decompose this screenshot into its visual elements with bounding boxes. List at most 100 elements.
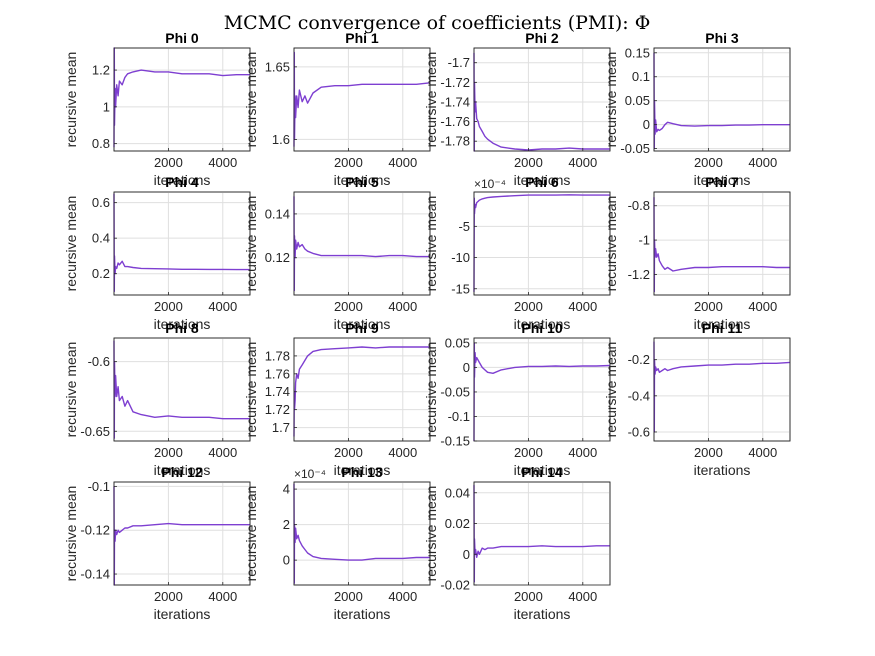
y-tick-label: 1.65 xyxy=(265,59,290,74)
series-line xyxy=(293,196,430,292)
y-tick-label: 0 xyxy=(643,117,650,132)
axes-box xyxy=(653,191,791,296)
y-tick-label: 1.74 xyxy=(265,384,290,399)
x-tick-label: 2000 xyxy=(334,299,363,314)
y-tick-label: -1.74 xyxy=(440,94,470,109)
subplot-2: 2000 4000 -1.7 -1.72 -1.74 -1.76 -1.78 Phi 2 ite… xyxy=(423,30,611,188)
x-axis-label: iterations xyxy=(154,172,211,188)
y-tick-label: -0.1 xyxy=(88,479,110,494)
x-axis-label: iterations xyxy=(334,606,391,622)
y-tick-label: 0.04 xyxy=(445,485,470,500)
axes-box xyxy=(293,47,431,152)
x-tick-label: 2000 xyxy=(154,299,183,314)
y-axis-label: recursive mean xyxy=(243,486,259,582)
x-axis-label: iterations xyxy=(334,316,391,332)
y-tick-label: 1.7 xyxy=(272,420,290,435)
y-tick-label: 0 xyxy=(463,547,470,562)
y-tick-label: -0.6 xyxy=(628,424,650,439)
y-tick-label: -10 xyxy=(451,250,470,265)
x-tick-label: 2000 xyxy=(694,445,723,460)
x-axis-label: iterations xyxy=(694,316,751,332)
plot-area xyxy=(113,481,251,586)
figure-suptitle: MCMC convergence of coefficients (PMI): … xyxy=(224,12,651,34)
series-line xyxy=(113,486,250,586)
x-tick-label: 4000 xyxy=(208,445,237,460)
y-tick-label: -1 xyxy=(638,233,650,248)
x-tick-label: 4000 xyxy=(568,589,597,604)
plot-area xyxy=(113,191,251,296)
subplot-1: 2000 4000 1.6 1.65 Phi 1 iterations recursive … xyxy=(243,30,431,188)
series-line xyxy=(293,483,430,584)
subplot-0: 2000 4000 0.8 1 1.2 Phi 0 iterations recursive … xyxy=(63,30,251,188)
y-tick-label: 0.2 xyxy=(92,266,110,281)
y-tick-label: -0.02 xyxy=(440,578,470,593)
y-tick-label: 4 xyxy=(283,482,290,497)
y-axis-label: recursive mean xyxy=(423,486,439,582)
subplot-10: 2000 4000 0.05 0 -0.05 -0.1 -0.15 Phi 10 iterati… xyxy=(423,320,611,478)
y-tick-label: 1.72 xyxy=(265,402,290,417)
axes-box xyxy=(113,191,251,296)
y-tick-label: 0.14 xyxy=(265,206,290,221)
series-line xyxy=(473,194,610,292)
y-exponent-label: ×10⁻⁴ xyxy=(294,467,326,481)
y-tick-label: -0.65 xyxy=(80,424,110,439)
y-tick-label: 0.4 xyxy=(92,231,110,246)
plot-area xyxy=(473,337,611,442)
y-tick-label: -0.4 xyxy=(628,388,650,403)
x-tick-label: 4000 xyxy=(748,299,777,314)
x-tick-label: 2000 xyxy=(334,589,363,604)
y-tick-label: 1.76 xyxy=(265,366,290,381)
axes-box xyxy=(473,481,611,586)
series-line xyxy=(293,346,430,437)
axes-box xyxy=(113,481,251,586)
series-line xyxy=(473,485,610,583)
y-tick-label: 0.12 xyxy=(265,250,290,265)
plot-area xyxy=(473,47,611,152)
y-tick-label: 0.05 xyxy=(625,93,650,108)
x-axis-label: iterations xyxy=(514,316,571,332)
series-line xyxy=(653,52,790,150)
x-axis-label: iterations xyxy=(154,606,211,622)
y-tick-label: 1 xyxy=(103,99,110,114)
series-line xyxy=(653,341,791,433)
subplot-title: Phi 3 xyxy=(705,30,739,46)
axes-box xyxy=(293,191,431,296)
plot-area xyxy=(113,337,251,442)
x-tick-label: 4000 xyxy=(388,155,417,170)
x-tick-label: 2000 xyxy=(514,589,543,604)
y-tick-label: -1.7 xyxy=(448,55,470,70)
subplot-title: Phi 8 xyxy=(165,320,199,336)
y-tick-label: 0 xyxy=(283,553,290,568)
series-line xyxy=(473,52,610,152)
x-tick-label: 4000 xyxy=(208,155,237,170)
plot-area xyxy=(293,337,431,442)
series-line xyxy=(653,197,790,293)
plot-area xyxy=(653,337,791,442)
y-tick-label: 0 xyxy=(463,360,470,375)
subplot-11: 2000 4000 -0.2 -0.4 -0.6 Phi 11 iterations recu… xyxy=(603,320,791,478)
axes-box xyxy=(113,47,251,152)
y-axis-label: recursive mean xyxy=(423,52,439,148)
subplot-title: Phi 9 xyxy=(345,320,379,336)
axes-box xyxy=(473,337,611,442)
y-tick-label: 0.8 xyxy=(92,136,110,151)
plot-area xyxy=(293,191,431,296)
y-axis-label: recursive mean xyxy=(603,342,619,438)
x-axis-label: iterations xyxy=(334,172,391,188)
x-axis-label: iterations xyxy=(154,316,211,332)
y-tick-label: -0.1 xyxy=(448,409,470,424)
x-tick-label: 2000 xyxy=(334,445,363,460)
x-tick-label: 2000 xyxy=(514,445,543,460)
x-tick-label: 2000 xyxy=(154,445,183,460)
x-tick-label: 2000 xyxy=(514,155,543,170)
axes-box xyxy=(653,47,791,152)
plot-area xyxy=(473,481,611,586)
y-tick-label: -1.76 xyxy=(440,114,470,129)
subplot-9: 2000 4000 1.7 1.72 1.74 1.76 1.78 Phi 9 iteratio… xyxy=(243,320,431,478)
y-tick-label: 0.15 xyxy=(625,45,650,60)
subplot-title: Phi 6 xyxy=(525,174,559,190)
